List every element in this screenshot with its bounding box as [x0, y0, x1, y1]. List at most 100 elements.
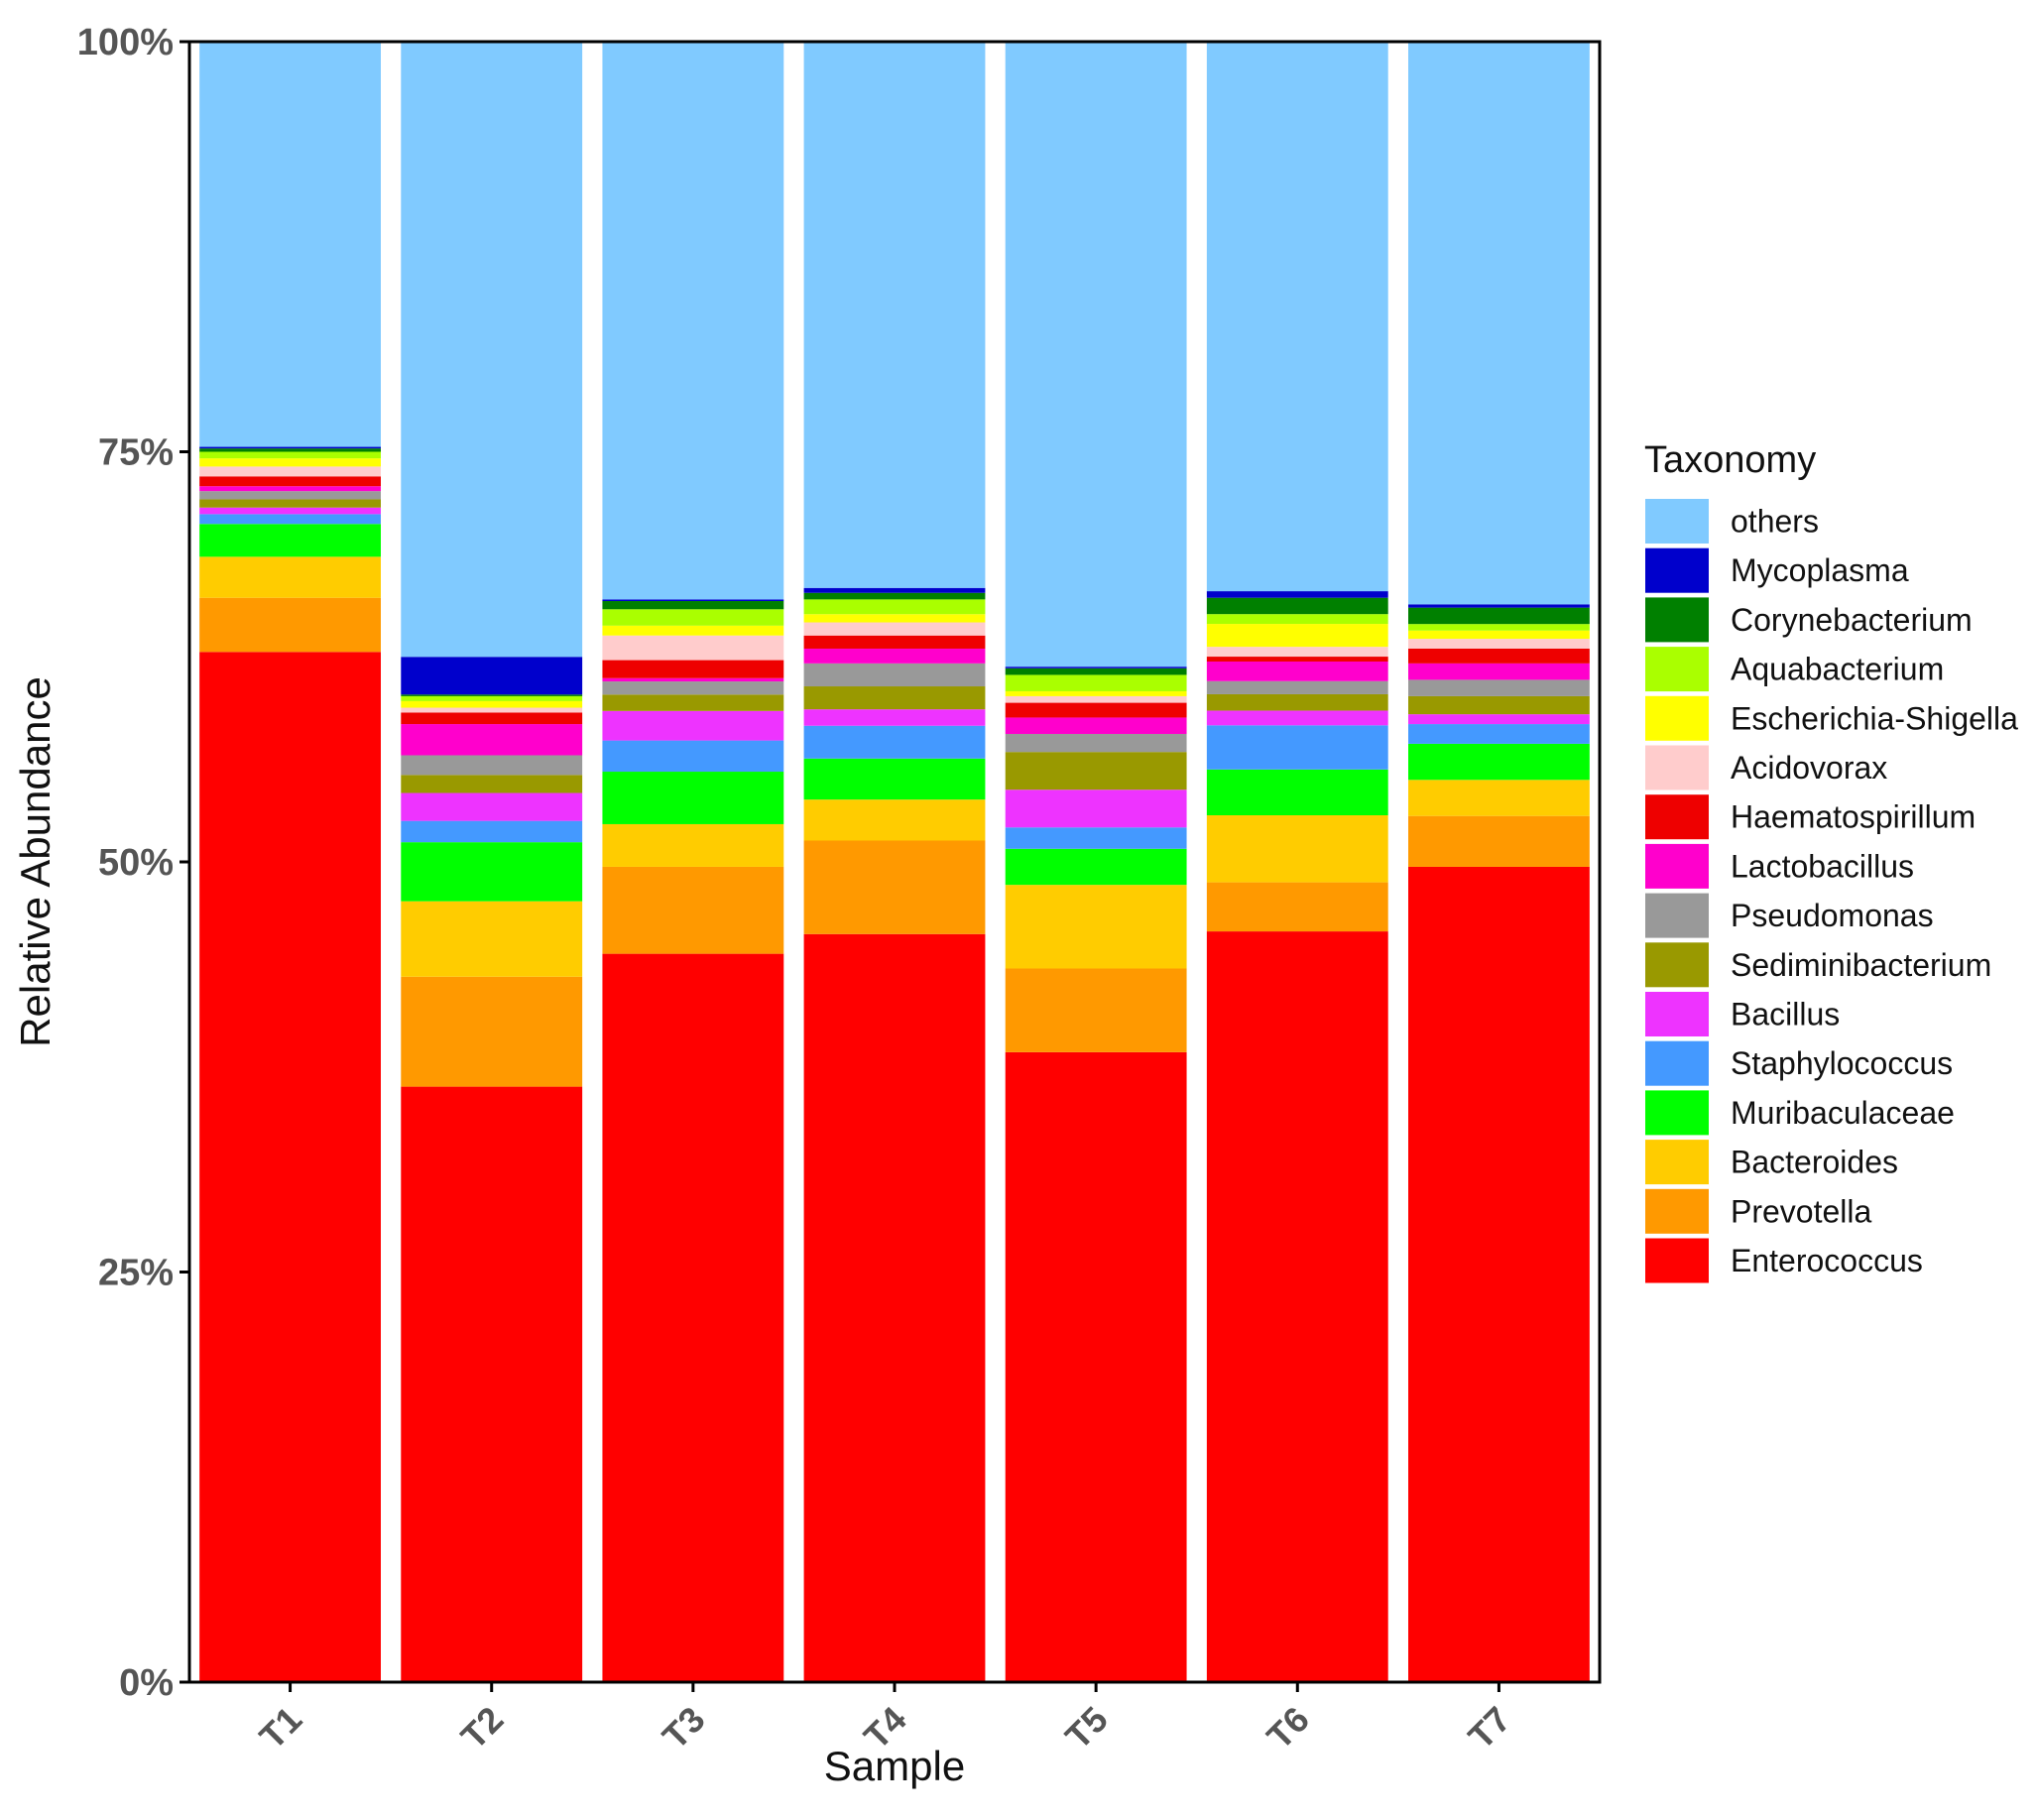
bar-segment-t3-muribaculaceae — [602, 772, 784, 824]
bar-segment-t2-prevotella — [401, 976, 583, 1087]
bar-segment-t4-bacillus — [803, 709, 986, 726]
bar-segment-t7-muribaculaceae — [1408, 743, 1590, 781]
legend-key — [1643, 940, 1711, 990]
bar-segment-t5-bacillus — [1005, 789, 1187, 828]
bar-segment-t1-staphylococcus — [199, 514, 381, 525]
legend-label: Bacteroides — [1731, 1145, 1898, 1180]
x-axis-title: Sample — [824, 1743, 965, 1789]
bar-segment-t6-escherichia-shigella — [1206, 624, 1388, 648]
bar-segment-t2-haematospirillum — [401, 712, 583, 725]
legend: Taxonomy others Mycoplasma Corynebacterium… — [1643, 439, 2018, 1285]
legend-label: Haematospirillum — [1731, 799, 1976, 835]
bar-segment-t5-staphylococcus — [1005, 827, 1187, 849]
bar-segment-t4-enterococcus — [803, 933, 986, 1682]
bar-segment-t3-corynebacterium — [602, 601, 784, 610]
bar-segment-t4-corynebacterium — [803, 592, 986, 600]
bar-segment-t7-aquabacterium — [1408, 624, 1590, 631]
bar-segment-t2-pseudomonas — [401, 755, 583, 776]
legend-label: Acidovorax — [1731, 750, 1887, 786]
bar-segment-t6-bacillus — [1206, 710, 1388, 726]
bar-segment-t3-mycoplasma — [602, 599, 784, 602]
bar-segment-t7-staphylococcus — [1408, 724, 1590, 744]
legend-label: Corynebacterium — [1731, 602, 1973, 638]
bar-segment-t7-haematospirillum — [1408, 648, 1590, 664]
legend-key — [1643, 497, 1711, 546]
bar-segment-t2-aquabacterium — [401, 695, 583, 701]
bar-segment-t4-sediminibacterium — [803, 686, 986, 710]
x-tick-label: T1 — [252, 1699, 310, 1758]
bar-segment-t1-muribaculaceae — [199, 524, 381, 557]
bar-segment-t2-lactobacillus — [401, 724, 583, 756]
bar-segment-t1-corynebacterium — [199, 448, 381, 452]
bar-segment-t4-muribaculaceae — [803, 758, 986, 800]
y-axis-title: Relative Abundance — [12, 676, 59, 1047]
bar-segment-t5-enterococcus — [1005, 1051, 1187, 1682]
bar-segment-t1-sediminibacterium — [199, 499, 381, 508]
y-tick-label: 50% — [98, 842, 174, 884]
legend-label: Sediminibacterium — [1731, 947, 1991, 983]
bar-segment-t1-mycoplasma — [199, 446, 381, 449]
bar-segment-t3-sediminibacterium — [602, 694, 784, 711]
bar-segment-t2-others — [401, 42, 583, 658]
bar-segment-t7-escherichia-shigella — [1408, 630, 1590, 640]
bar-segment-t3-bacillus — [602, 710, 784, 741]
y-tick-label: 0% — [119, 1662, 174, 1704]
legend-key — [1643, 1138, 1711, 1187]
bar-segment-t2-escherichia-shigella — [401, 700, 583, 708]
bar-segment-t2-corynebacterium — [401, 694, 583, 696]
bar-segment-t3-aquabacterium — [602, 609, 784, 626]
bar-segment-t5-mycoplasma — [1005, 667, 1187, 668]
bar-segment-t3-enterococcus — [602, 953, 784, 1682]
bar-segment-t1-bacillus — [199, 507, 381, 515]
legend-label: Aquabacterium — [1731, 652, 1944, 687]
bar-segment-t7-prevotella — [1408, 815, 1590, 867]
bar-segment-t4-acidovorax — [803, 622, 986, 636]
bar-segment-t3-staphylococcus — [602, 740, 784, 773]
bar-segment-t2-enterococcus — [401, 1086, 583, 1682]
x-tick-label: T3 — [655, 1699, 713, 1758]
bar-segment-t6-acidovorax — [1206, 647, 1388, 658]
legend-label: Enterococcus — [1731, 1243, 1923, 1278]
bar-segment-t6-staphylococcus — [1206, 725, 1388, 770]
bar-segment-t7-sediminibacterium — [1408, 695, 1590, 715]
bar-segment-t6-bacteroides — [1206, 815, 1388, 883]
bar-segment-t6-aquabacterium — [1206, 614, 1388, 625]
y-tick-label: 25% — [98, 1253, 174, 1294]
legend-key — [1643, 990, 1711, 1038]
legend-key — [1643, 595, 1711, 645]
y-tick-label: 100% — [77, 22, 174, 63]
legend-key — [1643, 792, 1711, 842]
bar-segment-t6-pseudomonas — [1206, 680, 1388, 694]
legend-key — [1643, 645, 1711, 694]
bar-segment-t5-sediminibacterium — [1005, 752, 1187, 790]
legend-label: Mycoplasma — [1731, 552, 1909, 588]
legend-key — [1643, 891, 1711, 940]
legend-label: others — [1731, 504, 1819, 540]
bar-segment-t7-corynebacterium — [1408, 607, 1590, 625]
legend-key — [1643, 546, 1711, 595]
bar-segment-t5-others — [1005, 42, 1187, 667]
legend-label: Bacillus — [1731, 997, 1840, 1032]
bar-segment-t7-mycoplasma — [1408, 604, 1590, 608]
legend-items: others Mycoplasma Corynebacterium Aquabacte… — [1643, 497, 2018, 1285]
bar-segment-t5-corynebacterium — [1005, 667, 1187, 675]
bar-segment-t2-bacillus — [401, 792, 583, 821]
bar-segment-t7-bacteroides — [1408, 780, 1590, 816]
bar-segment-t1-pseudomonas — [199, 491, 381, 500]
bar-segment-t7-lactobacillus — [1408, 663, 1590, 680]
bar-segment-t4-pseudomonas — [803, 663, 986, 687]
bar-segment-t2-mycoplasma — [401, 657, 583, 695]
bar-segment-t7-others — [1408, 42, 1590, 605]
bar-segment-t1-bacteroides — [199, 556, 381, 598]
bar-segment-t1-aquabacterium — [199, 451, 381, 459]
bar-segment-t3-pseudomonas — [602, 681, 784, 695]
bar-segment-t4-lactobacillus — [803, 648, 986, 664]
bar-segment-t6-enterococcus — [1206, 931, 1388, 1682]
bar-segment-t6-others — [1206, 42, 1388, 592]
legend-label: Escherichia-Shigella — [1731, 700, 2018, 736]
bar-segment-t1-enterococcus — [199, 652, 381, 1682]
bar-segment-t1-lactobacillus — [199, 486, 381, 492]
bar-segment-t4-haematospirillum — [803, 635, 986, 649]
